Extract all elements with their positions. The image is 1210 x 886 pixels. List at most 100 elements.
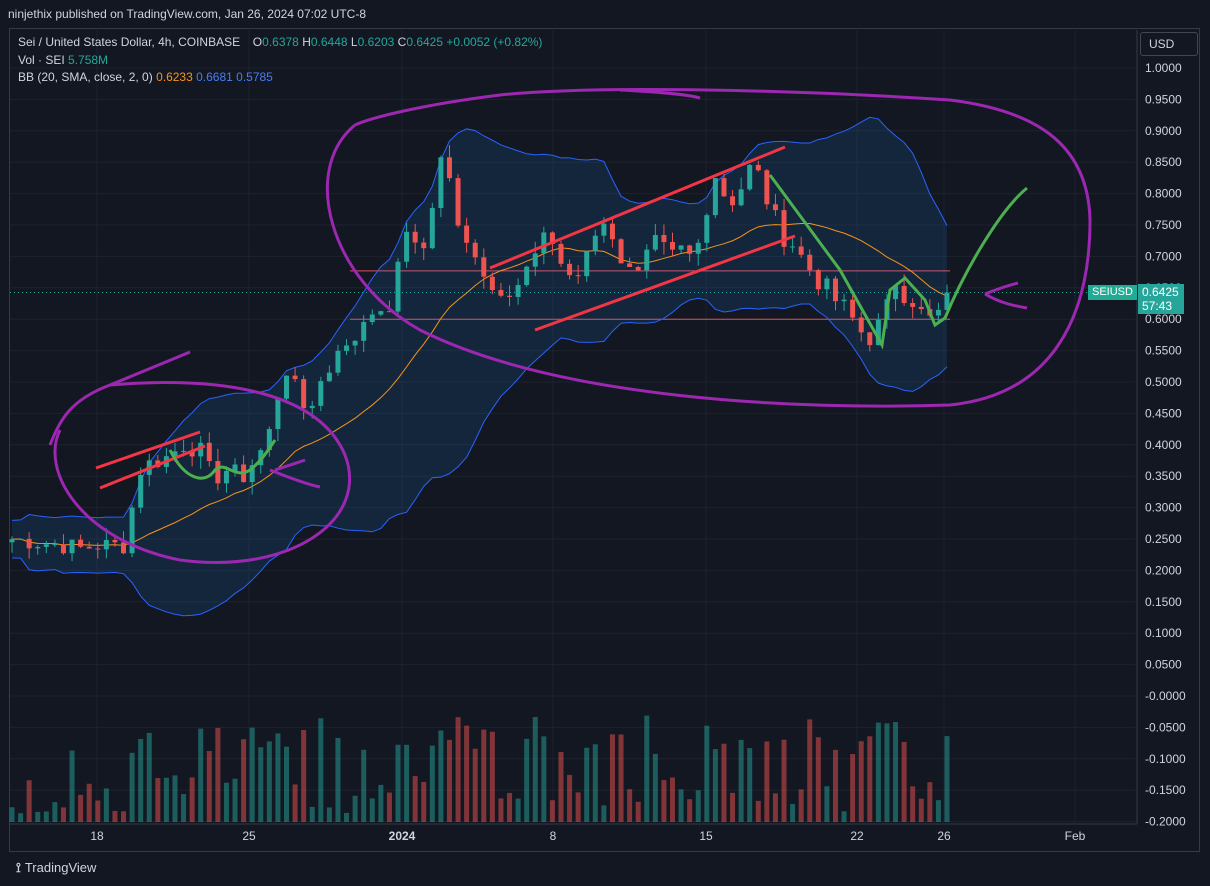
y-tick-label: 0.1000 (1145, 626, 1182, 640)
legend-bb-basis: 0.6233 (156, 70, 193, 84)
candle-body (95, 548, 101, 550)
candle-body (26, 538, 32, 549)
volume-bar (652, 753, 658, 822)
candle-body (850, 299, 856, 318)
candle-body (223, 470, 229, 484)
volume-bar (918, 798, 924, 822)
legend-bb: BB (20, SMA, close, 2, 0) 0.6233 0.6681 … (18, 70, 273, 84)
volume-bar (172, 775, 178, 822)
volume-bar (601, 805, 607, 822)
annotation-purple-tail (619, 88, 701, 100)
volume-bar (206, 750, 212, 822)
candle-body (875, 319, 881, 346)
volume-bar (472, 748, 478, 822)
volume-bar (378, 784, 384, 822)
candle-body (532, 253, 538, 267)
candle-body (326, 372, 332, 382)
y-tick-label: 0.7500 (1145, 218, 1182, 232)
volume-bar (575, 792, 581, 822)
candle-body (790, 246, 796, 248)
candle-body (687, 245, 693, 254)
candle-body (9, 539, 15, 543)
bb-upper-line (11, 116, 948, 521)
volume-bar (292, 784, 298, 822)
x-tick-label: 22 (850, 829, 864, 843)
volume-bar (712, 749, 718, 822)
candle-body (404, 231, 410, 262)
candle-body (489, 276, 495, 291)
chart-frame (9, 28, 1200, 852)
volume-bars (9, 715, 950, 822)
candle-body (455, 178, 461, 226)
x-tick-label: 26 (937, 829, 951, 843)
current-price-tag: 0.6425 57:43 (1138, 284, 1184, 314)
candle-body (344, 345, 350, 351)
candle-body (18, 538, 24, 540)
y-tick-label: 0.9000 (1145, 124, 1182, 138)
tradingview-logo-icon: ⟟ (16, 860, 21, 875)
candle-body (549, 232, 555, 244)
x-tick-label: Feb (1065, 829, 1086, 843)
candle-body (901, 285, 907, 304)
annotation-green-right (768, 174, 1028, 350)
candle-body (138, 474, 144, 508)
candle-body (301, 379, 307, 409)
candle-body (378, 311, 384, 315)
y-tick-label: 0.3000 (1145, 501, 1182, 515)
candle-body (807, 254, 813, 271)
legend-h-value: 0.6448 (310, 35, 348, 49)
volume-bar (584, 747, 590, 822)
volume-bar (60, 807, 66, 822)
volume-bar (635, 801, 641, 822)
candle-body (824, 278, 830, 290)
candle-body (935, 309, 941, 316)
volume-bar (241, 739, 247, 822)
candle-body (318, 381, 324, 406)
candles (9, 145, 950, 562)
candle-body (918, 306, 924, 310)
candle-body (567, 263, 573, 276)
candle-body (52, 544, 58, 546)
candle-body (112, 539, 118, 543)
candle-body (721, 178, 727, 197)
candle-body (369, 314, 375, 323)
candle-body (661, 235, 667, 243)
volume-bar (850, 753, 856, 822)
candle-body (172, 451, 178, 457)
volume-bar (189, 777, 195, 822)
currency-button[interactable]: USD (1140, 32, 1198, 56)
candle-body (618, 239, 624, 264)
volume-bar (858, 741, 864, 822)
legend-l-label: L (350, 35, 358, 49)
annotation-purple-stroke (109, 350, 191, 387)
volume-bar (558, 751, 564, 822)
volume-bar (489, 731, 495, 822)
y-tick-label: 0.1500 (1145, 595, 1182, 609)
candle-body (266, 429, 272, 451)
volume-bar (112, 810, 118, 822)
footer-brand[interactable]: ⟟ TradingView (16, 860, 96, 876)
candle-body (841, 299, 847, 302)
candle-body (910, 303, 916, 307)
candle-body (747, 164, 753, 190)
bb-fill (12, 117, 947, 616)
candle-body (35, 546, 41, 549)
volume-bar (344, 812, 350, 822)
volume-bar (730, 792, 736, 822)
candle-body (43, 544, 49, 547)
candle-body (181, 450, 187, 452)
volume-bar (395, 744, 401, 822)
volume-bar (927, 782, 933, 822)
volume-bar (541, 736, 547, 822)
candle-body (609, 223, 615, 240)
volume-bar (326, 807, 332, 822)
candle-body (421, 242, 427, 249)
legend-change: +0.0052 (+0.82%) (446, 35, 543, 49)
bollinger-bands (11, 116, 948, 617)
candle-body (446, 157, 452, 179)
volume-bar (910, 786, 916, 822)
volume-bar (507, 792, 513, 822)
candle-body (249, 465, 255, 483)
candle-body (69, 539, 75, 554)
